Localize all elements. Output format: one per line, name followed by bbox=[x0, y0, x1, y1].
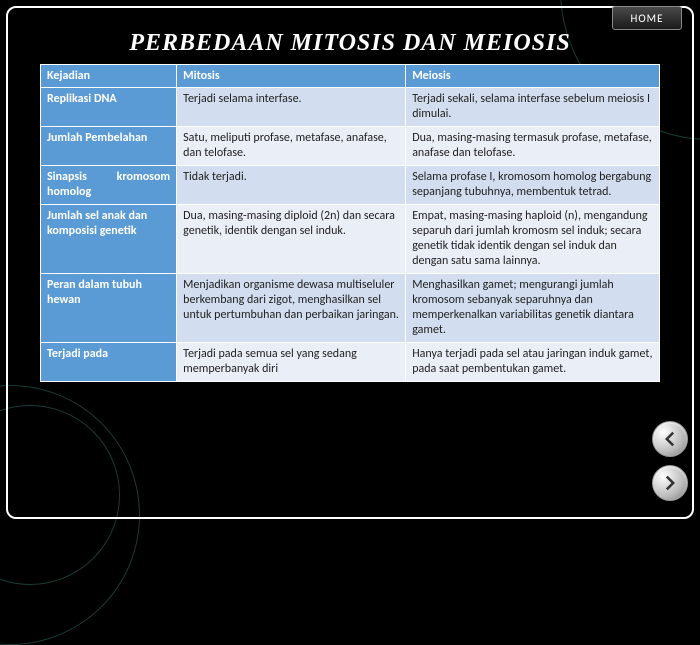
row-mitosis: Terjadi selama interfase. bbox=[177, 88, 406, 127]
next-button[interactable] bbox=[652, 465, 688, 501]
table-header-row: Kejadian Mitosis Meiosis bbox=[41, 65, 660, 88]
row-mitosis: Dua, masing-masing diploid (2n) dan seca… bbox=[177, 205, 406, 274]
row-mitosis: Menjadikan organisme dewasa multiseluler… bbox=[177, 274, 406, 343]
header-mitosis: Mitosis bbox=[177, 65, 406, 88]
header-kejadian: Kejadian bbox=[41, 65, 177, 88]
table-row: Jumlah PembelahanSatu, meliputi profase,… bbox=[41, 127, 660, 166]
row-meiosis: Hanya terjadi pada sel atau jaringan ind… bbox=[406, 343, 660, 382]
chevron-right-icon bbox=[662, 475, 678, 491]
row-meiosis: Menghasilkan gamet; mengurangi jumlah kr… bbox=[406, 274, 660, 343]
table-row: Peran dalam tubuh hewanMenjadikan organi… bbox=[41, 274, 660, 343]
chevron-left-icon bbox=[662, 431, 678, 447]
row-mitosis: Terjadi pada semua sel yang sedang mempe… bbox=[177, 343, 406, 382]
table-row: Terjadi padaTerjadi pada semua sel yang … bbox=[41, 343, 660, 382]
table-row: Jumlah sel anak dan komposisi genetikDua… bbox=[41, 205, 660, 274]
row-key: Sinapsis kromosom homolog bbox=[41, 166, 177, 205]
home-label: HOME bbox=[631, 12, 664, 25]
row-key: Peran dalam tubuh hewan bbox=[41, 274, 177, 343]
row-key: Jumlah Pembelahan bbox=[41, 127, 177, 166]
prev-button[interactable] bbox=[652, 421, 688, 457]
header-meiosis: Meiosis bbox=[406, 65, 660, 88]
row-meiosis: Dua, masing-masing termasuk profase, met… bbox=[406, 127, 660, 166]
comparison-table-wrap: Kejadian Mitosis Meiosis Replikasi DNATe… bbox=[40, 64, 660, 382]
comparison-table: Kejadian Mitosis Meiosis Replikasi DNATe… bbox=[40, 64, 660, 382]
table-row: Replikasi DNATerjadi selama interfase.Te… bbox=[41, 88, 660, 127]
row-meiosis: Selama profase I, kromosom homolog berga… bbox=[406, 166, 660, 205]
row-mitosis: Satu, meliputi profase, metafase, anafas… bbox=[177, 127, 406, 166]
row-mitosis: Tidak terjadi. bbox=[177, 166, 406, 205]
page-title: PERBEDAAN MITOSIS DAN MEIOSIS bbox=[0, 30, 700, 57]
row-key: Replikasi DNA bbox=[41, 88, 177, 127]
row-meiosis: Terjadi sekali, selama interfase sebelum… bbox=[406, 88, 660, 127]
row-key: Jumlah sel anak dan komposisi genetik bbox=[41, 205, 177, 274]
row-meiosis: Empat, masing-masing haploid (n), mengan… bbox=[406, 205, 660, 274]
row-key: Terjadi pada bbox=[41, 343, 177, 382]
table-row: Sinapsis kromosom homologTidak terjadi.S… bbox=[41, 166, 660, 205]
home-button[interactable]: HOME bbox=[612, 6, 682, 30]
